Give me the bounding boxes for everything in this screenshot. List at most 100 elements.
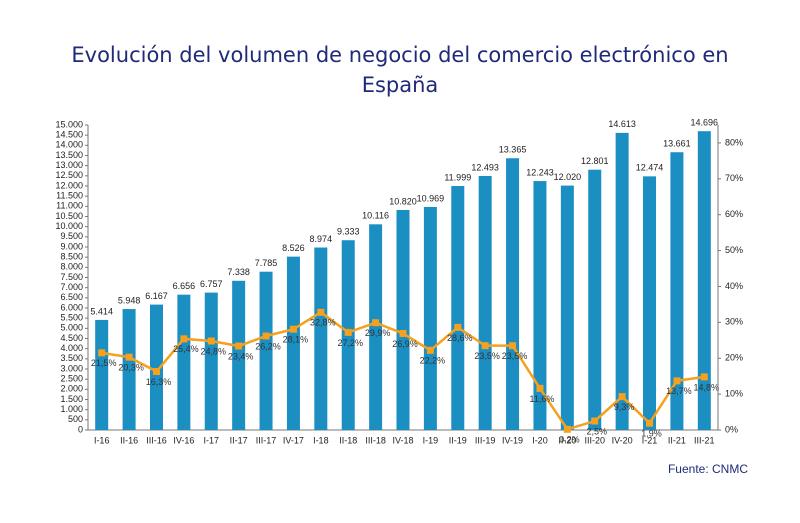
line-marker: [152, 368, 160, 376]
bar-label: 6.167: [145, 291, 168, 301]
line-label: 22,2%: [420, 356, 446, 366]
line-marker: [317, 308, 325, 316]
line-marker: [235, 342, 243, 350]
x-tick-label: I-20: [532, 435, 548, 445]
y-tick-label: 2.000: [60, 384, 83, 394]
line-label: 26,2%: [255, 341, 281, 351]
bar: [615, 132, 629, 430]
line-label: 1,9%: [641, 429, 662, 439]
bar: [369, 224, 383, 430]
line-label: 0,2%: [559, 435, 580, 445]
line-label: 24,8%: [200, 346, 226, 356]
source: Fuente: CNMC: [668, 462, 748, 476]
line-label: 28,1%: [283, 335, 309, 345]
bar-label: 8.974: [310, 234, 333, 244]
x-tick-label: IV-20: [612, 435, 633, 445]
y-tick-label: 8.500: [60, 252, 83, 262]
line-marker: [399, 329, 407, 337]
x-tick-label: I-19: [423, 435, 439, 445]
x-tick-label: I-17: [204, 435, 220, 445]
line-marker: [180, 335, 188, 343]
bar: [670, 152, 684, 431]
line-marker: [481, 342, 489, 350]
bar: [204, 292, 218, 430]
line-label: 9,3%: [614, 402, 635, 412]
bar: [286, 256, 300, 430]
x-tick-label: I-16: [94, 435, 110, 445]
y-tick-label: 15.000: [55, 119, 83, 129]
line-marker: [262, 332, 270, 340]
line-marker: [344, 328, 352, 336]
y-tick-label: 7.000: [60, 282, 83, 292]
bar: [177, 294, 191, 430]
y-tick-label: 2.500: [60, 374, 83, 384]
x-tick-label: II-21: [668, 435, 686, 445]
x-tick-label: IV-17: [283, 435, 304, 445]
y-tick-label: 9.500: [60, 231, 83, 241]
y-tick-label: 4.000: [60, 343, 83, 353]
y2-tick-label: 0%: [725, 424, 738, 434]
x-tick-label: II-17: [230, 435, 248, 445]
bar: [314, 247, 328, 430]
line-label: 25,4%: [173, 344, 199, 354]
y-tick-label: 3.500: [60, 353, 83, 363]
bar-label: 12.493: [471, 162, 499, 172]
y-tick-label: 12.000: [55, 180, 83, 190]
x-tick-label: III-21: [694, 435, 715, 445]
line-label: 20,3%: [118, 363, 144, 373]
line-marker: [673, 377, 681, 385]
x-tick-label: I-18: [313, 435, 329, 445]
y-tick-label: 14.500: [55, 130, 83, 140]
x-tick-label: IV-18: [392, 435, 413, 445]
y-tick-label: 3.000: [60, 363, 83, 373]
y2-tick-label: 40%: [725, 281, 743, 291]
bar-label: 12.474: [636, 163, 664, 173]
line-marker: [536, 384, 544, 392]
line-label: 11,6%: [530, 394, 555, 404]
line-marker: [125, 353, 133, 361]
bar-label: 5.414: [90, 306, 113, 316]
y-tick-label: 8.000: [60, 262, 83, 272]
line-label: 21,5%: [91, 358, 117, 368]
bar: [149, 304, 163, 430]
x-tick-label: IV-16: [173, 435, 194, 445]
bar-label: 10.116: [362, 211, 389, 221]
y-tick-label: 12.500: [55, 170, 83, 180]
line-label: 23,5%: [474, 351, 500, 361]
bar-label: 12.801: [581, 156, 609, 166]
bar: [95, 319, 109, 430]
line-marker: [426, 346, 434, 354]
y-tick-label: 1.500: [60, 394, 83, 404]
y-tick-label: 500: [68, 414, 83, 424]
line-label: 23,5%: [502, 351, 528, 361]
y-tick-label: 6.000: [60, 302, 83, 312]
line-marker: [646, 419, 654, 427]
y-tick-label: 11.000: [56, 201, 83, 211]
bar: [122, 309, 136, 430]
y2-tick-label: 50%: [725, 245, 743, 255]
y-tick-label: 5.500: [60, 313, 83, 323]
bar: [259, 271, 273, 430]
y2-tick-label: 70%: [725, 173, 743, 183]
bar-label: 13.661: [663, 139, 691, 149]
bar: [232, 280, 246, 430]
y-tick-label: 9.000: [60, 241, 83, 251]
y-tick-label: 10.500: [55, 211, 83, 221]
x-tick-label: I-21: [642, 435, 658, 445]
y-tick-label: 4.500: [60, 333, 83, 343]
y-tick-label: 13.000: [55, 160, 83, 170]
y-tick-label: 7.500: [60, 272, 83, 282]
line-marker: [591, 417, 599, 425]
x-tick-label: III-18: [365, 435, 386, 445]
bar-label: 7.338: [227, 267, 250, 277]
y-tick-label: 0: [78, 424, 83, 434]
y2-tick-label: 80%: [725, 137, 743, 147]
bar: [560, 185, 574, 430]
bar-label: 6.656: [173, 281, 196, 291]
bar-label: 9.333: [337, 227, 360, 237]
x-tick-label: III-19: [475, 435, 496, 445]
y2-tick-label: 30%: [725, 317, 743, 327]
bar-label: 11.999: [444, 172, 471, 182]
